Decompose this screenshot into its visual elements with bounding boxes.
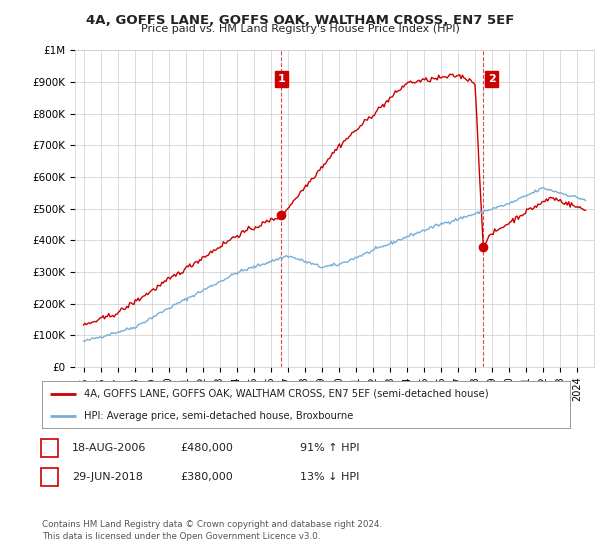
Text: 18-AUG-2006: 18-AUG-2006 xyxy=(72,443,146,453)
Text: 2: 2 xyxy=(46,472,53,482)
Text: 4A, GOFFS LANE, GOFFS OAK, WALTHAM CROSS, EN7 5EF (semi-detached house): 4A, GOFFS LANE, GOFFS OAK, WALTHAM CROSS… xyxy=(84,389,489,399)
Text: £480,000: £480,000 xyxy=(180,443,233,453)
Text: 2: 2 xyxy=(488,74,496,84)
Text: Price paid vs. HM Land Registry's House Price Index (HPI): Price paid vs. HM Land Registry's House … xyxy=(140,24,460,34)
Text: 4A, GOFFS LANE, GOFFS OAK, WALTHAM CROSS, EN7 5EF: 4A, GOFFS LANE, GOFFS OAK, WALTHAM CROSS… xyxy=(86,14,514,27)
Text: 29-JUN-2018: 29-JUN-2018 xyxy=(72,472,143,482)
Text: HPI: Average price, semi-detached house, Broxbourne: HPI: Average price, semi-detached house,… xyxy=(84,410,353,421)
Text: 91% ↑ HPI: 91% ↑ HPI xyxy=(300,443,359,453)
Text: 1: 1 xyxy=(278,74,285,84)
Text: Contains HM Land Registry data © Crown copyright and database right 2024.
This d: Contains HM Land Registry data © Crown c… xyxy=(42,520,382,541)
Text: 1: 1 xyxy=(46,443,53,453)
Text: 13% ↓ HPI: 13% ↓ HPI xyxy=(300,472,359,482)
Text: £380,000: £380,000 xyxy=(180,472,233,482)
